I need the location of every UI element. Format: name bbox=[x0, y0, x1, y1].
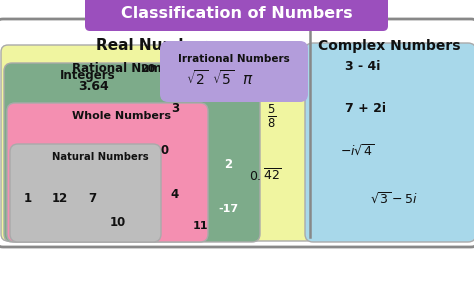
FancyBboxPatch shape bbox=[0, 19, 474, 247]
Text: 2: 2 bbox=[224, 158, 232, 171]
Text: 12: 12 bbox=[52, 193, 68, 206]
Text: Real Numbers: Real Numbers bbox=[96, 39, 216, 54]
Text: 3: 3 bbox=[171, 103, 179, 116]
Text: 1: 1 bbox=[24, 193, 32, 206]
Text: $\sqrt{5}$: $\sqrt{5}$ bbox=[212, 70, 234, 88]
Text: Rational Numbers: Rational Numbers bbox=[72, 63, 191, 76]
Text: 0: 0 bbox=[161, 144, 169, 158]
Text: $\frac{5}{8}$: $\frac{5}{8}$ bbox=[267, 102, 277, 130]
Text: 1: 1 bbox=[211, 69, 219, 79]
FancyBboxPatch shape bbox=[4, 63, 260, 242]
Text: $\pi$: $\pi$ bbox=[242, 71, 254, 86]
Text: -8: -8 bbox=[176, 74, 188, 84]
Text: 11: 11 bbox=[192, 221, 208, 231]
Text: $\sqrt{3} - 5i$: $\sqrt{3} - 5i$ bbox=[370, 191, 418, 207]
Text: -17: -17 bbox=[218, 204, 238, 214]
Text: Whole Numbers: Whole Numbers bbox=[72, 111, 171, 121]
Text: 7: 7 bbox=[88, 193, 96, 206]
Text: 3.64: 3.64 bbox=[78, 81, 109, 93]
Text: Natural Numbers: Natural Numbers bbox=[52, 152, 149, 162]
Text: $0.\overline{42}$: $0.\overline{42}$ bbox=[249, 168, 281, 184]
Text: Classification of Numbers: Classification of Numbers bbox=[121, 6, 353, 21]
Text: Irrational Numbers: Irrational Numbers bbox=[178, 54, 290, 64]
Text: $\sqrt{2}$: $\sqrt{2}$ bbox=[186, 70, 208, 88]
FancyBboxPatch shape bbox=[10, 144, 161, 242]
FancyBboxPatch shape bbox=[85, 0, 388, 31]
Text: 0: 0 bbox=[218, 89, 226, 103]
Text: 4: 4 bbox=[171, 188, 179, 201]
FancyBboxPatch shape bbox=[7, 103, 208, 242]
Text: 3 - 4i: 3 - 4i bbox=[345, 59, 380, 73]
Text: Complex Numbers: Complex Numbers bbox=[318, 39, 460, 53]
FancyBboxPatch shape bbox=[1, 45, 313, 241]
Text: $-i\sqrt{4}$: $-i\sqrt{4}$ bbox=[340, 143, 375, 158]
Text: 7 + 2i: 7 + 2i bbox=[345, 103, 386, 116]
FancyBboxPatch shape bbox=[305, 43, 474, 242]
Text: Integers: Integers bbox=[60, 69, 116, 83]
Text: 20: 20 bbox=[140, 64, 155, 74]
FancyBboxPatch shape bbox=[160, 41, 308, 102]
Text: 10: 10 bbox=[110, 216, 126, 228]
